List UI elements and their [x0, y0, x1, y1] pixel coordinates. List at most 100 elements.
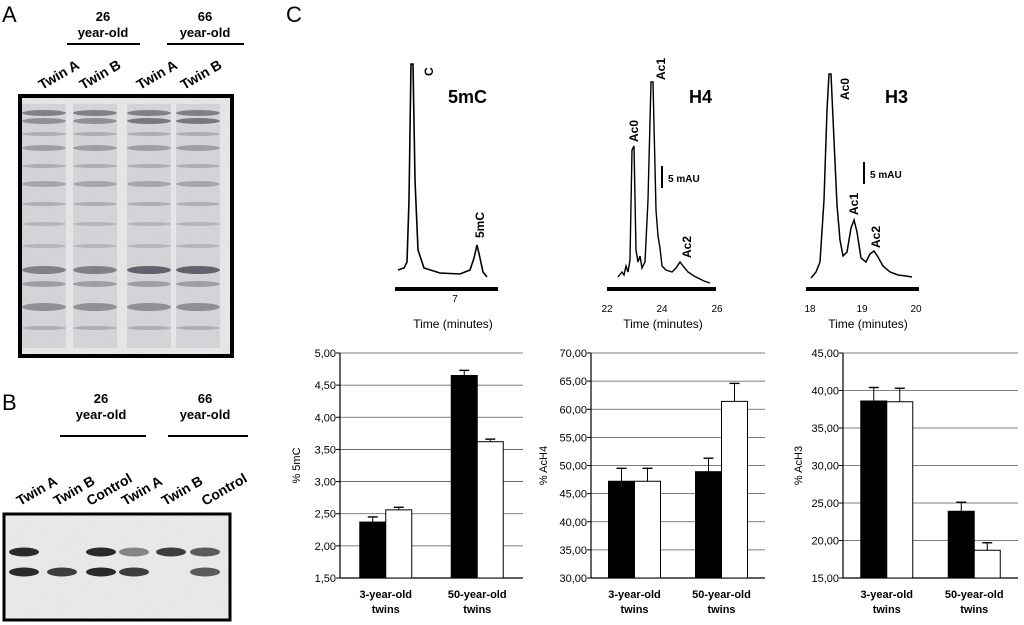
- bar: [608, 480, 635, 579]
- category-label: twins: [372, 604, 400, 616]
- y-tick-label: 3,00: [315, 477, 336, 489]
- lane-label-a-1: Twin B: [77, 56, 124, 92]
- bar: [634, 480, 661, 579]
- bar: [385, 509, 413, 579]
- y-tick-label: 35,00: [811, 423, 839, 435]
- bar-chart-2: 15,00 20,00 25,00 30,00 35,00 40,00 45,00 % AcH…: [793, 348, 1018, 616]
- y-tick-label: 20,00: [811, 536, 839, 548]
- bar: [947, 510, 975, 579]
- bar: [359, 521, 387, 579]
- panel-letter-a: A: [2, 2, 17, 27]
- chromatogram-5mc: 5mC C 5mC 7 Time (minutes): [395, 63, 498, 331]
- peak-label-h4-ac2: Ac2: [680, 236, 694, 258]
- gel-image-a: [18, 94, 234, 358]
- time-tick-h4-0: 22: [601, 304, 613, 315]
- bar: [695, 471, 722, 579]
- bar: [450, 375, 478, 579]
- bar: [476, 441, 504, 579]
- y-tick-label: 70,00: [559, 348, 587, 360]
- peak-label-5mc: 5mC: [473, 212, 487, 238]
- y-axis-label: % AcH4: [538, 446, 550, 485]
- time-label-h3: Time (minutes): [828, 317, 908, 331]
- time-label-5mc: Time (minutes): [413, 317, 493, 331]
- chromatogram-trace-h3: [810, 73, 913, 279]
- peak-label-h4-ac0: Ac0: [627, 120, 641, 142]
- time-tick-h3-0: 18: [804, 304, 816, 315]
- category-label: twins: [463, 604, 491, 616]
- peak-label-h3-ac1: Ac1: [847, 193, 861, 215]
- chromatogram-trace-5mc: [397, 63, 488, 278]
- y-tick-label: 30,00: [559, 573, 587, 585]
- lane-label-a-0: Twin A: [36, 57, 82, 93]
- chromatogram-trace-h4: [617, 81, 711, 284]
- bar: [860, 400, 888, 579]
- y-tick-label: 2,50: [315, 509, 336, 521]
- panel-a-group-labels: 26 year-old 66 year-old: [67, 9, 244, 45]
- lane-label-a-3: Twin B: [178, 56, 225, 92]
- group-label-a-2-line1: 66: [198, 9, 212, 24]
- y-tick-label: 55,00: [559, 432, 587, 444]
- y-tick-label: 4,00: [315, 412, 336, 424]
- group-label-b-2-line2: year-old: [180, 407, 231, 422]
- category-label: 3-year-old: [608, 589, 661, 601]
- gel-image-b: [2, 512, 232, 622]
- scale-label-h3: 5 mAU: [870, 170, 902, 181]
- bar: [886, 401, 914, 579]
- y-tick-label: 40,00: [811, 386, 839, 398]
- group-label-a-1-line2: year-old: [78, 25, 129, 40]
- peak-label-h3-ac0: Ac0: [838, 78, 852, 100]
- panel-letter-b: B: [2, 390, 17, 415]
- lane-label-a-2: Twin A: [134, 57, 180, 93]
- y-axis-label: % AcH3: [793, 446, 805, 485]
- chromatogram-title-h3: H3: [885, 87, 908, 107]
- y-tick-label: 15,00: [811, 573, 839, 585]
- y-axis-label: % 5mC: [291, 447, 303, 483]
- peak-label-h3-ac2: Ac2: [869, 226, 883, 248]
- category-label: 3-year-old: [359, 589, 412, 601]
- group-label-b-1-line1: 26: [94, 391, 108, 406]
- chromatogram-title-5mc: 5mC: [448, 87, 487, 107]
- category-label: 50-year-old: [945, 589, 1004, 601]
- peak-label-c: C: [422, 67, 436, 76]
- group-label-b-2-line1: 66: [198, 391, 212, 406]
- y-tick-label: 25,00: [811, 498, 839, 510]
- panel-b-lane-labels: Twin A Twin B Control Twin A Twin B Cont…: [14, 470, 250, 509]
- time-tick-5mc-0: 7: [452, 294, 458, 305]
- y-tick-label: 65,00: [559, 376, 587, 388]
- group-label-b-1-line2: year-old: [76, 407, 127, 422]
- y-tick-label: 2,00: [315, 541, 336, 553]
- time-label-h4: Time (minutes): [623, 317, 703, 331]
- category-label: 50-year-old: [692, 589, 751, 601]
- bar-charts: 1,50 2,00 2,50 3,00 3,50 4,00 4,50 5,00 % 5mC 3-y…: [291, 348, 1018, 616]
- chromatogram-h3: H3 Ac0 Ac1 Ac2 5 mAU 18 19 20 Time (minu…: [804, 73, 922, 331]
- bar-chart-1: 30,00 35,00 40,00 45,00 50,00 55,00 60,00 65,00…: [538, 348, 765, 616]
- y-tick-label: 45,00: [811, 348, 839, 360]
- bar: [721, 400, 748, 579]
- y-tick-label: 45,00: [559, 489, 587, 501]
- y-tick-label: 50,00: [559, 461, 587, 473]
- panel-a-lane-labels: Twin A Twin B Twin A Twin B: [36, 56, 225, 92]
- y-tick-label: 4,50: [315, 380, 336, 392]
- category-label: twins: [707, 604, 735, 616]
- group-label-a-2-line2: year-old: [180, 25, 231, 40]
- lane-label-b-5: Control: [199, 470, 250, 509]
- lane-label-b-0: Twin A: [14, 473, 60, 509]
- time-tick-h4-1: 24: [656, 304, 668, 315]
- panel-b-group-labels: 26 year-old 66 year-old: [60, 391, 248, 437]
- scale-label-h4: 5 mAU: [668, 174, 700, 185]
- group-label-a-1-line1: 26: [96, 9, 110, 24]
- category-label: 50-year-old: [448, 589, 507, 601]
- category-label: 3-year-old: [860, 589, 913, 601]
- bar-chart-0: 1,50 2,00 2,50 3,00 3,50 4,00 4,50 5,00 % 5mC 3-y…: [291, 348, 523, 616]
- bar: [973, 549, 1001, 579]
- time-tick-h3-2: 20: [910, 304, 922, 315]
- y-tick-label: 30,00: [811, 461, 839, 473]
- peak-label-h4-ac1: Ac1: [654, 58, 668, 80]
- lane-label-b-4: Twin B: [159, 472, 206, 508]
- category-label: twins: [873, 604, 901, 616]
- y-tick-label: 1,50: [315, 573, 336, 585]
- category-label: twins: [620, 604, 648, 616]
- category-label: twins: [960, 604, 988, 616]
- chromatogram-h4: H4 Ac0 Ac1 Ac2 5 mAU 22 24 26 Time (minu…: [601, 58, 723, 331]
